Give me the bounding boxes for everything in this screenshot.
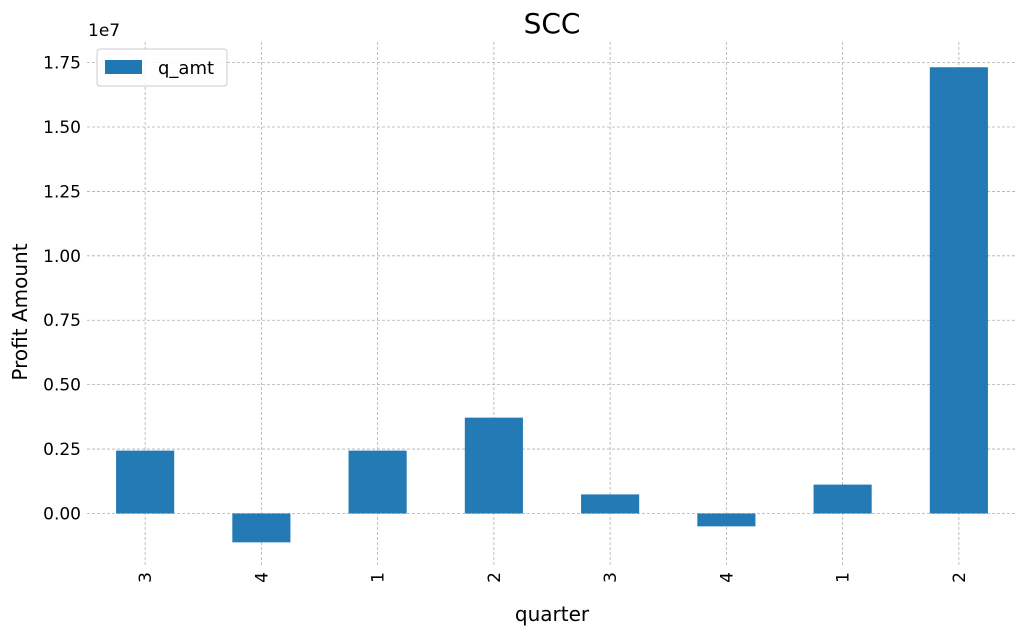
legend: q_amt [96, 48, 228, 87]
y-tick-label: 1.25 [43, 182, 81, 202]
x-tick-label: 1 [369, 572, 389, 583]
y-tick-label: 1.75 [43, 54, 81, 74]
bar [464, 417, 523, 514]
bar [232, 513, 291, 543]
bar [697, 513, 756, 527]
bars-layer [116, 67, 988, 543]
legend-box [96, 48, 228, 87]
x-tick-label: 4 [252, 572, 272, 583]
x-tick-label: 4 [717, 572, 737, 583]
bar [581, 494, 640, 514]
bar [929, 67, 988, 514]
legend-label: q_amt [158, 58, 214, 79]
y-tick-label: 1.00 [43, 247, 81, 267]
grid-layer [87, 42, 1017, 565]
x-tick-label: 3 [601, 572, 621, 583]
y-axis-label: Profit Amount [8, 243, 32, 380]
y-tick-label: 0.75 [43, 311, 81, 331]
x-tick-label: 2 [950, 572, 970, 583]
x-axis-label: quarter [515, 602, 590, 626]
y-axis-ticks: 0.00 0.25 0.50 0.75 1.00 1.25 1.50 1.75 [43, 54, 81, 525]
y-tick-label: 0.25 [43, 440, 81, 460]
x-tick-label: 1 [834, 572, 854, 583]
x-axis-ticks: 3 4 1 2 3 4 1 2 [136, 572, 970, 583]
bar [348, 450, 407, 514]
x-tick-label: 2 [485, 572, 505, 583]
x-tick-label: 3 [136, 572, 156, 583]
y-tick-label: 1.50 [43, 118, 81, 138]
chart-title: SCC [524, 7, 581, 40]
bar [116, 450, 175, 514]
bar [813, 484, 872, 514]
legend-swatch [105, 60, 142, 74]
y-tick-label: 0.50 [43, 376, 81, 396]
y-tick-label: 0.00 [43, 504, 81, 524]
y-axis-offset-label: 1e7 [88, 21, 120, 41]
